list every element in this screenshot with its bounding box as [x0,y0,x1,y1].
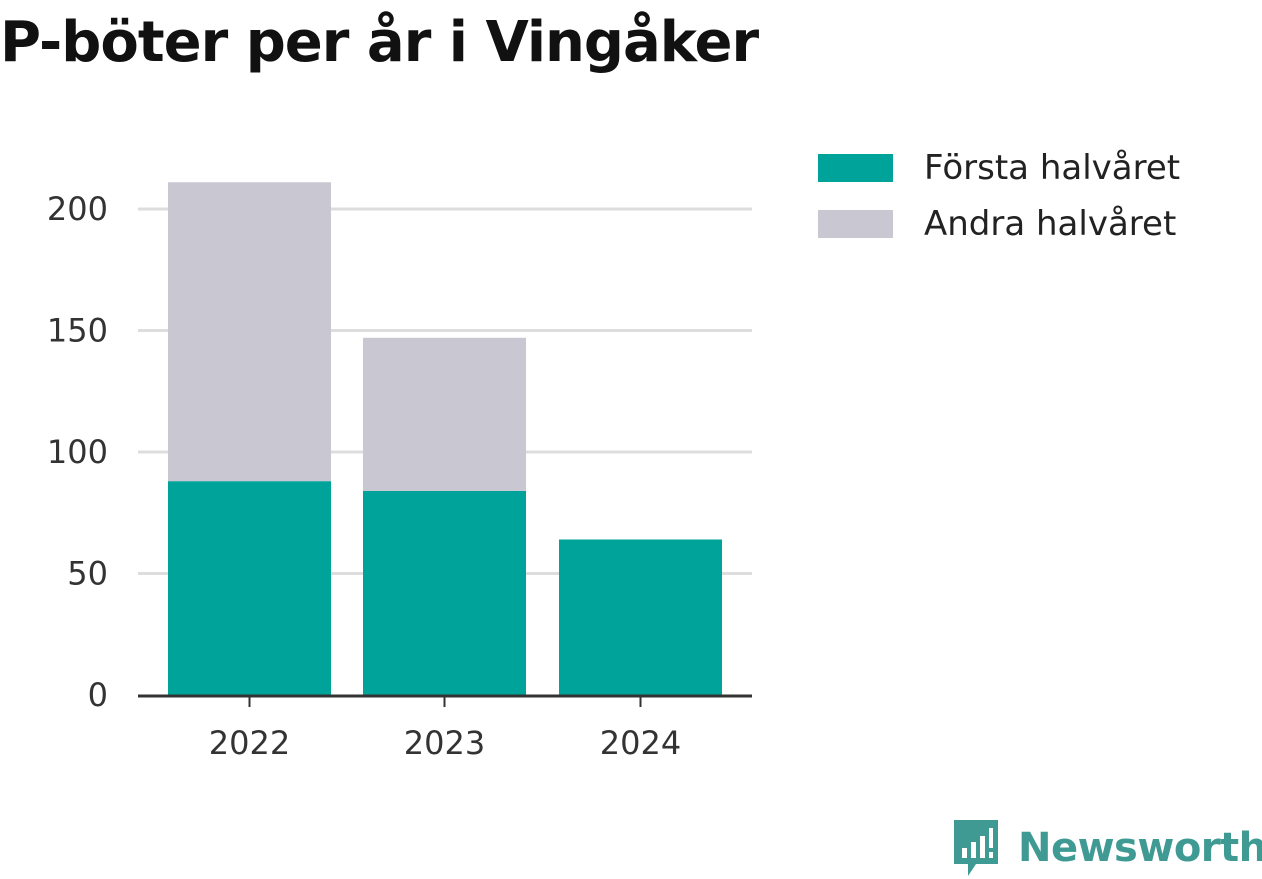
logo-text: Newsworthy [1018,825,1262,871]
bar-2022-first-half [168,481,331,695]
legend-item-second-half: Andra halvåret [818,196,1180,252]
bar-2023-first-half [363,490,526,695]
legend: Första halvåret Andra halvåret [818,140,1180,252]
y-tick-label-50: 50 [67,555,108,593]
bar-2024-first-half [559,539,722,695]
legend-item-first-half: Första halvåret [818,140,1180,196]
legend-swatch-second-half [818,210,893,238]
newsworthy-logo: Newsworthy [950,818,1262,878]
y-tick-label-200: 200 [47,190,108,228]
y-tick-label-0: 0 [88,676,108,714]
x-tick-label-2024: 2024 [600,724,681,762]
y-tick-label-150: 150 [47,312,108,350]
x-tick-label-2022: 2022 [209,724,290,762]
bar-2023-second-half [363,337,526,491]
bar-2022-second-half [168,182,331,482]
legend-label-second-half: Andra halvåret [924,204,1177,244]
chart-title: P-böter per år i Vingåker [0,10,759,75]
x-tick-label-2023: 2023 [404,724,485,762]
legend-label-first-half: Första halvåret [924,148,1181,188]
newsworthy-chart-bubble-icon [954,820,998,876]
y-tick-label-100: 100 [47,433,108,471]
legend-swatch-first-half [818,154,893,182]
